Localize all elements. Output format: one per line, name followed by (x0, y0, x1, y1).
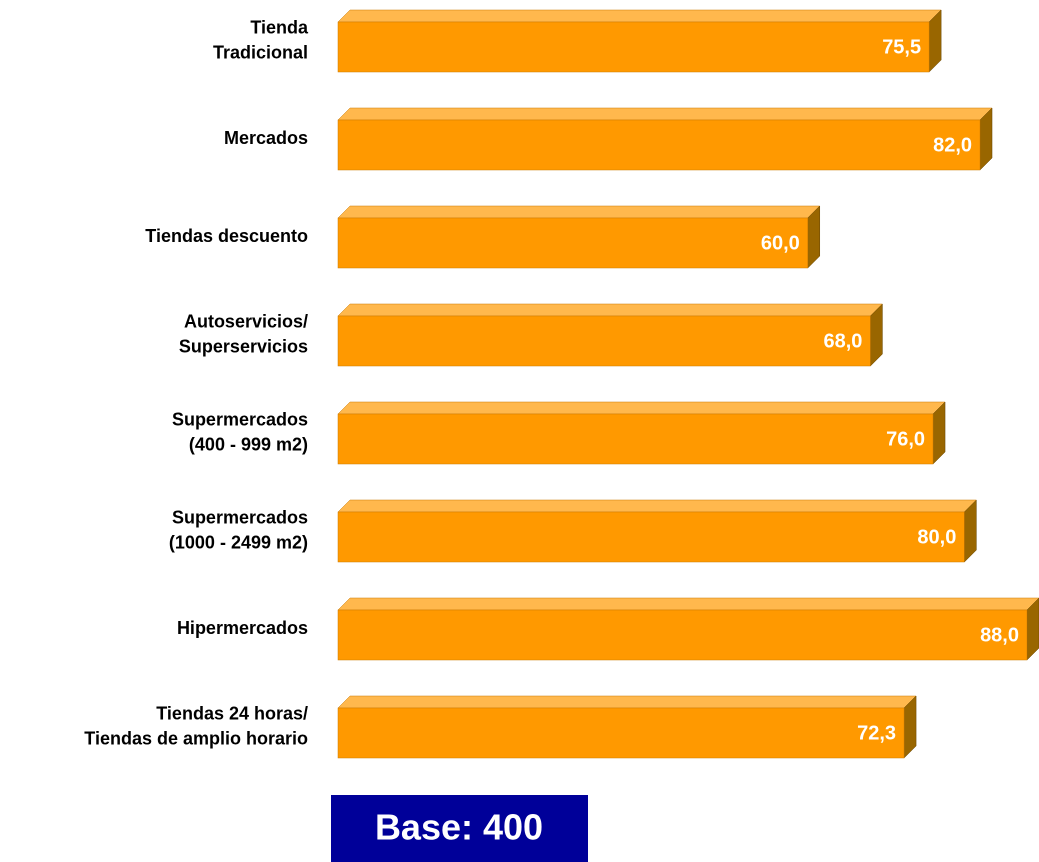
value-label: 75,5 (882, 36, 921, 58)
bar-group (337, 9, 942, 73)
bar (337, 609, 1028, 661)
bar-top (337, 597, 1039, 611)
bar-group (337, 401, 946, 465)
bar (337, 21, 930, 73)
bar-group (337, 303, 884, 367)
bar-top (337, 695, 917, 709)
category-label: (1000 - 2499 m2) (169, 532, 308, 552)
category-label: Tiendas 24 horas/ (156, 703, 308, 723)
value-label: 60,0 (761, 232, 800, 254)
bar-top (337, 499, 977, 513)
category-label: Tradicional (213, 42, 308, 62)
value-label: 68,0 (823, 330, 862, 352)
bar-group (337, 597, 1039, 661)
bar-group (337, 695, 917, 759)
bar-top (337, 401, 946, 415)
bar-group (337, 499, 977, 563)
bar (337, 511, 965, 563)
bar (337, 119, 981, 171)
bar-top (337, 107, 993, 121)
value-label: 88,0 (980, 624, 1019, 646)
bar-top (337, 303, 884, 317)
bar-top (337, 205, 821, 219)
bar-group (337, 205, 821, 269)
category-label: Tienda (250, 17, 309, 37)
bar (337, 217, 809, 269)
category-label: Superservicios (179, 336, 308, 356)
value-label: 80,0 (917, 526, 956, 548)
category-label: Tiendas de amplio horario (84, 728, 308, 748)
category-label: Autoservicios/ (184, 311, 308, 331)
bar (337, 707, 905, 759)
note-box (331, 795, 588, 862)
value-label: 72,3 (857, 722, 896, 744)
bar-top (337, 9, 942, 23)
category-label: Mercados (224, 128, 308, 148)
note: Base: 400 (375, 807, 543, 848)
value-label: 82,0 (933, 134, 972, 156)
category-label: Supermercados (172, 409, 308, 429)
bar-group (337, 107, 993, 171)
bar (337, 413, 934, 465)
category-label: Supermercados (172, 507, 308, 527)
category-label: Tiendas descuento (145, 226, 308, 246)
category-label: Hipermercados (177, 618, 308, 638)
bar (337, 315, 871, 367)
category-label: (400 - 999 m2) (189, 434, 308, 454)
value-label: 76,0 (886, 428, 925, 450)
